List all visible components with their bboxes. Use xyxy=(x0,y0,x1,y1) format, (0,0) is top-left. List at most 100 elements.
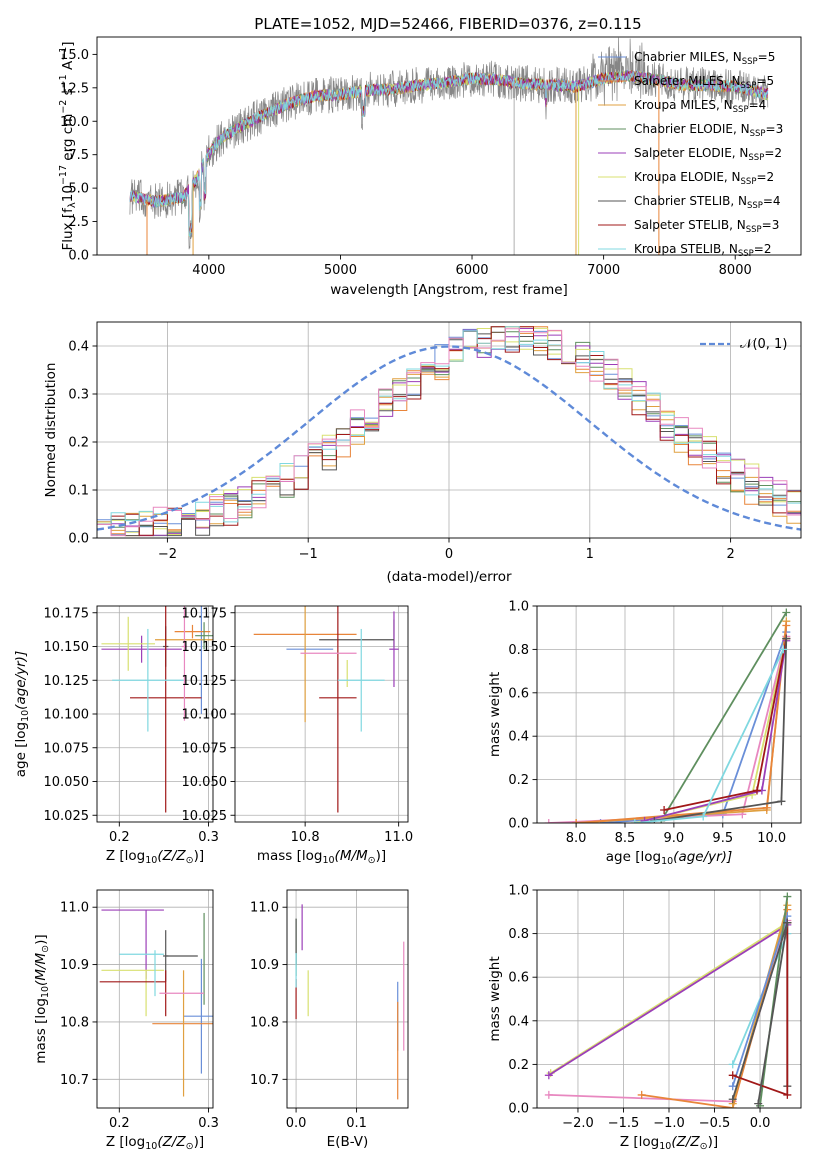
y-tick-label: 10.7 xyxy=(250,1073,279,1088)
mass-weight-marker xyxy=(783,918,792,927)
x-tick-label: 0.0 xyxy=(750,1116,771,1131)
x-tick-label: 10.0 xyxy=(757,831,786,846)
residuals-panel: −2 −1 0 1 2 0.0 0.1 0.2 0.3 0.4 (data-model)/err… xyxy=(43,321,802,585)
x-tick-label: −1.5 xyxy=(608,1116,640,1131)
spectrum-y-label: Flux [fλ10−17 erg cm−2 s−1 A−1] xyxy=(58,41,78,250)
legend-entry: Chabrier STELIB, NSSP=4 xyxy=(634,194,781,211)
mass-weight-marker xyxy=(779,645,788,654)
y-tick-label: 10.9 xyxy=(250,958,279,973)
mass-weight-marker xyxy=(728,1071,737,1080)
mass-weight-marker xyxy=(782,608,791,617)
y-axis-label: age [log10(age/yr)] xyxy=(13,651,31,777)
normal-legend-label: 𝒩(0, 1) xyxy=(740,337,787,352)
x-tick-label: 0.3 xyxy=(198,830,219,845)
mass-weight-marker xyxy=(782,621,791,630)
residuals-y-label: Normed distribution xyxy=(43,363,59,498)
x-tick-label: −0.5 xyxy=(699,1116,731,1131)
y-axis-label: mass [log10(M/M⊙)] xyxy=(33,934,51,1063)
y-tick-label: 10.125 xyxy=(44,674,90,689)
x-axis-label: Z [log10(Z/Z⊙)] xyxy=(620,1134,718,1152)
spectrum-line-kroupa-stelib xyxy=(129,69,769,238)
spectrum-y-tick-label: 0.0 xyxy=(68,249,89,264)
residuals-legend: 𝒩(0, 1) xyxy=(700,337,787,352)
mass-weight-marker xyxy=(544,819,553,823)
x-axis-label: mass [log10(M/M⊙)] xyxy=(257,848,386,866)
mass-weight-marker xyxy=(728,1060,737,1069)
y-tick-label: 0.0 xyxy=(508,817,529,832)
mass-vs-Z-panel: 0.2 0.3 10.7 10.8 10.9 11.0 Z [log10(Z/Z⊙)] mas… xyxy=(33,889,219,1152)
spectrum-panel: PLATE=1052, MJD=52466, FIBERID=0376, z=0… xyxy=(58,15,802,298)
y-tick-label: 0.6 xyxy=(508,686,529,701)
residuals-y-tick-label: 0.2 xyxy=(68,436,89,451)
y-tick-label: 10.8 xyxy=(250,1015,279,1030)
mass-weight-marker xyxy=(544,1071,553,1080)
spectrum-y-tick-label: 7.5 xyxy=(68,148,89,163)
age-vs-mass-panel: 10.8 11.0 10.025 10.050 10.075 10.100 10.125 10… xyxy=(182,605,413,866)
x-tick-label: 9.5 xyxy=(712,831,733,846)
spectrum-x-tick-label: 5000 xyxy=(324,263,357,278)
residuals-x-label: (data-model)/error xyxy=(386,569,512,585)
spectrum-y-tick-label: 5.0 xyxy=(68,182,89,197)
y-axis-label: mass weight xyxy=(487,956,503,1041)
y-tick-label: 10.175 xyxy=(182,606,228,621)
y-tick-label: 10.150 xyxy=(182,640,228,655)
y-tick-label: 0.4 xyxy=(508,1014,529,1029)
spectrum-title: PLATE=1052, MJD=52466, FIBERID=0376, z=0… xyxy=(254,15,641,33)
legend-entry: Chabrier ELODIE, NSSP=3 xyxy=(634,122,783,139)
spectrum-y-tick-label: 10.0 xyxy=(60,115,89,130)
residual-histogram-kroupa-miles xyxy=(97,326,801,532)
spectrum-y-tick-label: 15.0 xyxy=(60,48,89,63)
mass-weight-line xyxy=(731,915,789,1087)
spectrum-axes-frame xyxy=(96,36,802,256)
y-tick-label: 11.0 xyxy=(60,901,89,916)
mass-weight-marker xyxy=(782,634,791,643)
y-tick-label: 0.0 xyxy=(508,1102,529,1117)
normal-distribution-curve xyxy=(96,345,802,531)
y-tick-label: 10.125 xyxy=(182,674,228,689)
mass-weight-line xyxy=(759,896,789,1106)
residuals-y-tick-label: 0.3 xyxy=(68,388,89,403)
mass-weight-marker xyxy=(699,812,708,821)
y-axis-label: mass weight xyxy=(487,672,503,757)
spectrum-x-tick-label: 7000 xyxy=(587,263,620,278)
y-tick-label: 10.100 xyxy=(44,708,90,723)
x-tick-label: 8.5 xyxy=(615,831,636,846)
mass-weight-vs-age-panel: 8.0 8.5 9.0 9.5 10.0 0.0 0.2 0.4 0.6 0.8 1.0 age [l… xyxy=(487,600,802,867)
legend-entry: Kroupa ELODIE, NSSP=2 xyxy=(634,170,774,187)
y-tick-label: 10.025 xyxy=(44,809,90,824)
y-tick-label: 0.6 xyxy=(508,971,529,986)
x-tick-label: 9.0 xyxy=(664,831,685,846)
y-tick-label: 0.8 xyxy=(508,927,529,942)
spectrum-x-tick-label: 6000 xyxy=(455,263,488,278)
residuals-x-tick-label: 0 xyxy=(445,547,453,562)
mass-weight-marker xyxy=(762,803,771,812)
y-tick-label: 10.150 xyxy=(44,640,90,655)
x-tick-label: 0.2 xyxy=(109,1116,130,1131)
y-tick-label: 10.050 xyxy=(182,775,228,790)
spectrum-x-tick-label: 8000 xyxy=(719,263,752,278)
mass-weight-marker xyxy=(777,797,786,806)
x-axis-label: age [log10(age/yr)] xyxy=(606,849,732,867)
legend-entry: Chabrier MILES, NSSP=5 xyxy=(634,50,775,67)
mass-weight-marker xyxy=(630,819,639,823)
mass-weight-marker xyxy=(783,1090,792,1099)
residuals-y-tick-label: 0.4 xyxy=(68,340,89,355)
x-tick-label: 0.0 xyxy=(286,1116,307,1131)
residual-histogram-pink xyxy=(97,328,801,537)
y-tick-label: 10.075 xyxy=(182,741,228,756)
legend-entry: Salpeter STELIB, NSSP=3 xyxy=(634,218,779,235)
x-axis-label: E(B-V) xyxy=(327,1134,369,1150)
y-tick-label: 10.075 xyxy=(44,741,90,756)
residual-histogram-chabrier-miles xyxy=(97,328,801,536)
y-tick-label: 10.050 xyxy=(44,775,90,790)
spectrum-x-label: wavelength [Angstrom, rest frame] xyxy=(330,282,568,298)
spectrum-y-tick-label: 12.5 xyxy=(60,81,89,96)
axes-frame xyxy=(286,889,409,1109)
x-tick-label: 0.1 xyxy=(346,1116,367,1131)
mass-weight-marker xyxy=(572,819,581,823)
y-tick-label: 10.9 xyxy=(60,958,89,973)
legend-entry: Salpeter ELODIE, NSSP=2 xyxy=(634,146,782,163)
mass-weight-marker xyxy=(783,892,792,901)
y-tick-label: 0.4 xyxy=(508,730,529,745)
